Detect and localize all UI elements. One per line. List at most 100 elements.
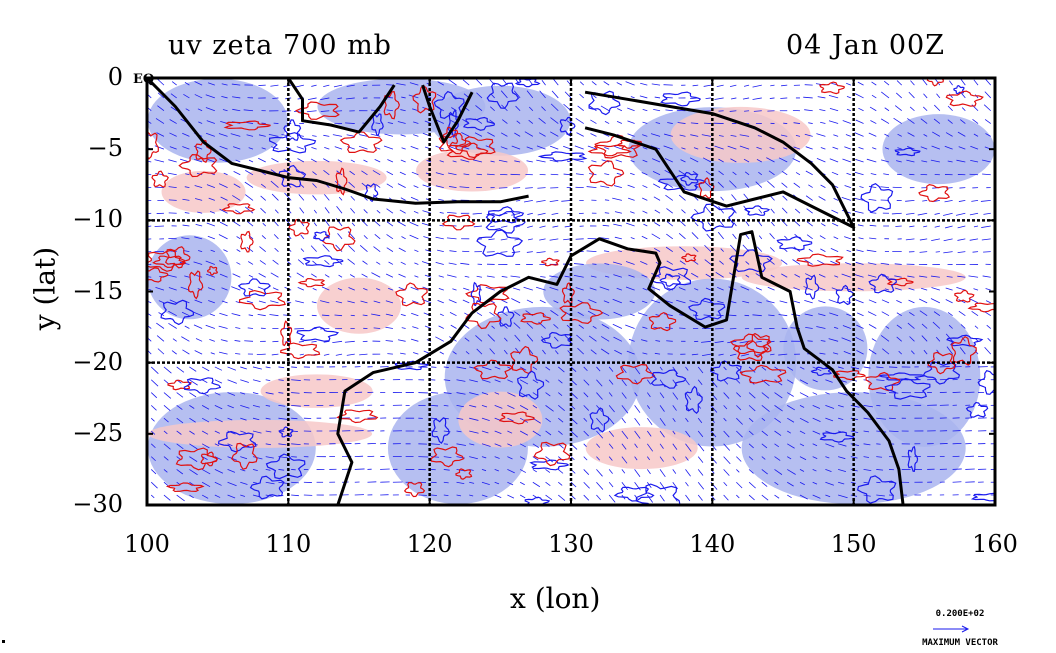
wind-vector	[804, 133, 813, 137]
wind-vector	[546, 508, 552, 513]
vorticity-contour	[679, 171, 699, 186]
wind-vector	[501, 276, 508, 278]
wind-vector	[223, 172, 228, 176]
wind-vector	[586, 250, 597, 253]
wind-vector	[711, 508, 715, 512]
wind-vector	[596, 443, 601, 448]
wind-vector	[320, 110, 330, 112]
wind-vector	[888, 404, 898, 407]
wind-vector	[575, 173, 584, 176]
wind-vector	[523, 200, 533, 203]
wind-vector	[235, 327, 241, 329]
wind-vector	[291, 379, 301, 381]
wind-vector	[236, 249, 241, 252]
wind-vector	[947, 119, 953, 124]
wind-vector	[194, 350, 203, 355]
vorticity-contour	[520, 312, 552, 325]
wind-vector	[909, 106, 915, 112]
wind-vector	[616, 82, 623, 86]
wind-vector	[412, 326, 419, 329]
wind-vector	[498, 159, 508, 163]
wind-vector	[876, 469, 884, 471]
wind-vector	[627, 133, 635, 137]
wind-vector	[189, 443, 198, 450]
wind-vector	[481, 481, 490, 486]
wind-vector	[868, 198, 877, 201]
wind-vector	[214, 392, 221, 396]
wind-vector	[185, 173, 190, 176]
wind-vector	[846, 172, 851, 176]
wind-vector	[621, 469, 626, 474]
wind-vector	[219, 158, 228, 163]
wind-vector	[842, 120, 851, 124]
wind-vector	[252, 430, 262, 434]
wind-vector	[363, 287, 368, 291]
wind-vector	[221, 83, 228, 86]
wind-vector	[350, 195, 356, 201]
wind-vector	[820, 340, 826, 342]
wind-vector	[755, 181, 763, 188]
wind-vector	[781, 182, 788, 188]
wind-vector	[704, 259, 712, 265]
wind-vector	[592, 263, 597, 265]
wind-vector	[312, 171, 317, 176]
wind-vector	[494, 404, 503, 409]
wind-vector	[456, 392, 466, 395]
wind-vector	[323, 169, 330, 176]
wind-vector	[723, 456, 731, 465]
wind-vector	[258, 273, 266, 278]
wind-vector	[652, 170, 661, 176]
wind-vector	[520, 508, 527, 512]
wind-vector	[781, 170, 788, 176]
wind-vector	[265, 481, 275, 485]
wind-vector	[374, 146, 381, 150]
wind-vector	[740, 286, 750, 291]
wind-vector	[338, 274, 343, 278]
wind-vector	[387, 159, 394, 163]
wind-vector	[693, 147, 699, 150]
wind-vector	[600, 105, 610, 112]
wind-vector	[921, 287, 928, 291]
wind-vector	[799, 430, 806, 435]
wind-vector	[673, 508, 676, 513]
wind-vector	[270, 300, 279, 304]
wind-vector	[410, 338, 419, 342]
wind-vector	[793, 122, 801, 124]
vorticity-contour	[965, 401, 989, 418]
wind-vector	[634, 430, 641, 439]
vorticity-patch	[783, 306, 868, 391]
wind-vector	[299, 353, 304, 356]
wind-vector	[613, 311, 623, 317]
wind-vector	[386, 234, 394, 240]
y-axis-label: y (lat)	[28, 246, 62, 331]
wind-vector	[614, 349, 623, 355]
wind-vector	[252, 469, 258, 472]
wind-vector	[300, 184, 305, 188]
wind-vector	[409, 82, 419, 86]
wind-vector	[494, 494, 502, 498]
wind-vector	[909, 312, 915, 317]
wind-vector	[323, 134, 330, 137]
wind-vector	[511, 251, 521, 254]
wind-vector	[528, 119, 534, 124]
wind-vector	[931, 145, 941, 150]
wind-vector	[923, 349, 928, 355]
wind-vector	[320, 97, 330, 101]
wind-vector	[240, 430, 246, 434]
wind-vector	[956, 286, 966, 291]
wind-vector	[825, 417, 834, 422]
wind-vector	[156, 132, 165, 137]
wind-vector	[856, 249, 864, 253]
wind-vector	[298, 194, 305, 201]
wind-vector	[176, 417, 184, 424]
wind-vector	[456, 443, 466, 446]
wind-vector	[422, 184, 432, 188]
wind-vector	[182, 224, 190, 227]
wind-vector	[189, 417, 196, 423]
wind-vector	[831, 209, 839, 214]
wind-vector	[260, 195, 266, 201]
wind-vector	[324, 260, 330, 265]
wind-vector	[252, 379, 261, 383]
wind-vector	[485, 286, 495, 291]
coastline-sulawesi	[421, 84, 474, 144]
